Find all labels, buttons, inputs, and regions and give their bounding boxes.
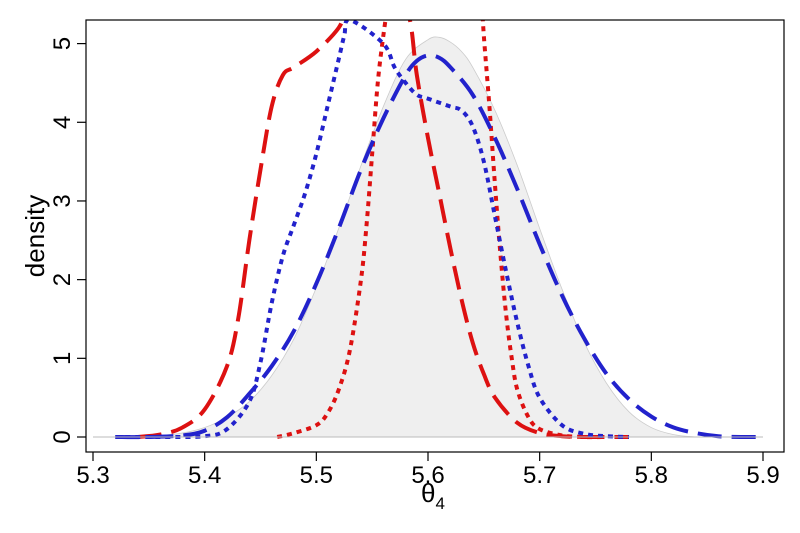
series-4-line <box>115 20 630 440</box>
series-0-line <box>148 36 697 438</box>
x-tick-label: 5.6 <box>411 462 444 489</box>
x-axis-title-subscript: 4 <box>436 494 445 513</box>
x-tick-label: 5.3 <box>76 462 109 489</box>
series-layer <box>93 20 764 440</box>
x-tick-label: 5.9 <box>746 462 779 489</box>
series-0-area <box>148 36 696 438</box>
series-3-line <box>480 20 607 440</box>
x-tick-label: 5.7 <box>523 462 556 489</box>
y-axis-title: density <box>20 195 50 277</box>
y-tick-label: 3 <box>49 194 76 207</box>
y-tick-label: 5 <box>49 37 76 50</box>
series-2-line <box>276 20 388 439</box>
x-axis: 5.3 5.4 5.5 5.6 5.7 5.8 5.9 <box>76 452 780 489</box>
x-tick-label: 5.8 <box>635 462 668 489</box>
x-tick-label: 5.5 <box>300 462 333 489</box>
x-tick-label: 5.4 <box>188 462 221 489</box>
y-tick-label: 1 <box>49 352 76 365</box>
y-tick-label: 0 <box>49 430 76 443</box>
x-axis-title-symbol: θ <box>421 478 435 508</box>
x-axis-title: θ4 <box>421 478 445 513</box>
y-tick-label: 4 <box>49 116 76 129</box>
plot-frame <box>85 19 785 453</box>
y-axis: 0 1 2 3 4 5 <box>49 37 86 444</box>
series-1-line <box>137 20 629 440</box>
y-tick-label: 2 <box>49 273 76 286</box>
series-5-line <box>115 53 764 440</box>
